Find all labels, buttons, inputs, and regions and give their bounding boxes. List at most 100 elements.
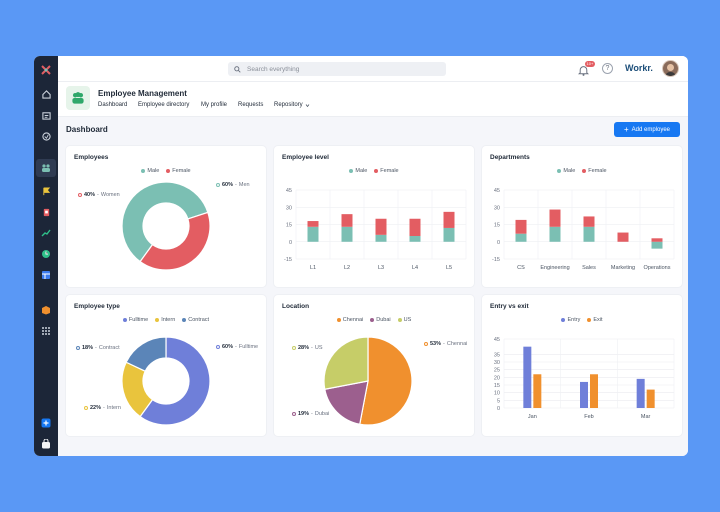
search-input[interactable]: [247, 65, 427, 73]
callout-chennai: 53% - Chennai: [424, 341, 467, 347]
chat-icon[interactable]: [40, 130, 52, 142]
add-icon[interactable]: [40, 417, 52, 429]
bar-exit: [590, 374, 598, 408]
bar-female: [375, 218, 387, 235]
x-tick-label: L5: [446, 265, 452, 271]
add-employee-label: Add employee: [631, 126, 671, 133]
tab-repository[interactable]: Repository: [274, 102, 310, 108]
departments-chart: 45 30 15 0 -15 CS Engineering Sales Marketing Ope…: [492, 188, 675, 271]
x-tick-label: L2: [344, 265, 350, 271]
bar-entry: [580, 381, 588, 408]
legend: Entry Exit: [482, 317, 682, 323]
page-title: Dashboard: [66, 125, 108, 134]
y-tick-label: 15: [494, 383, 500, 389]
legend: Male Female: [66, 168, 266, 174]
legend: Fulltime Intern Contract: [66, 317, 266, 323]
bar-entry: [636, 378, 645, 408]
card-employee-type: Employee type Fulltime Intern Contract 6…: [66, 295, 266, 436]
legend-item: Exit: [587, 317, 603, 323]
callout-intern: 22% - Intern: [84, 405, 121, 411]
x-tick-label: Sales: [582, 265, 596, 271]
callout-men: 60% - Men: [216, 182, 250, 188]
main-area: 10+ ? Workr. Employee Management Dashboa…: [58, 56, 688, 456]
trend-icon[interactable]: [40, 227, 52, 239]
y-tick-label: 0: [497, 406, 500, 412]
pie-slice-us: [323, 336, 369, 390]
pie-slice-chennai: [359, 336, 413, 426]
flag-icon[interactable]: [40, 185, 52, 197]
bar-exit: [646, 389, 655, 408]
employees-donut: [121, 181, 211, 271]
legend-item: Entry: [561, 317, 580, 323]
x-tick-label: L4: [412, 265, 418, 271]
callout-us: 28% - US: [292, 345, 323, 351]
pie-slice-female: [139, 211, 211, 271]
tab-requests[interactable]: Requests: [238, 102, 264, 108]
bar-female: [651, 238, 663, 242]
tab-employee-directory[interactable]: Employee directory: [138, 102, 190, 108]
notification-badge: 10+: [585, 61, 595, 67]
bar-exit: [533, 374, 542, 408]
top-bar: 10+ ? Workr.: [58, 56, 688, 82]
card-employee-level: Employee level Male Female 45 30 15 0 -15 L1 L…: [274, 146, 474, 287]
legend-item: Chennai: [336, 317, 363, 323]
bar-male: [409, 236, 421, 242]
callout-contract: 18% - Contract: [76, 345, 120, 351]
search-icon: [234, 65, 241, 73]
tab-my-profile[interactable]: My profile: [201, 102, 228, 108]
bar-entry: [523, 346, 532, 408]
card-title: Employee level: [282, 154, 329, 161]
bell-icon[interactable]: [577, 63, 590, 81]
people-icon[interactable]: [40, 162, 52, 174]
logo-icon[interactable]: [40, 64, 52, 76]
x-tick-label: L1: [310, 265, 316, 271]
avatar[interactable]: [662, 60, 679, 77]
x-tick-label: Mar: [641, 414, 651, 420]
legend: Male Female: [482, 168, 682, 174]
app-header: Employee Management: [58, 82, 688, 117]
table-icon[interactable]: [40, 269, 52, 281]
card-title: Departments: [490, 154, 530, 161]
y-tick-label: -15: [284, 257, 292, 263]
bar-male: [375, 234, 387, 242]
y-tick-label: 30: [494, 360, 500, 366]
bar-female: [583, 216, 595, 227]
pie-slice-contract: [125, 336, 167, 373]
legend-item: Intern: [155, 317, 175, 323]
x-tick-label: Jan: [528, 414, 537, 420]
x-tick-label: Marketing: [611, 265, 635, 271]
bar-male: [341, 226, 353, 242]
bar-male: [549, 226, 561, 242]
legend-item: Female: [374, 168, 399, 174]
calendar-icon[interactable]: [40, 109, 52, 121]
app-window: 10+ ? Workr. Employee Management Dashboa…: [34, 56, 688, 456]
add-employee-button[interactable]: + Add employee: [614, 122, 680, 137]
badge-icon[interactable]: [40, 206, 52, 218]
clock-icon[interactable]: [40, 248, 52, 260]
x-tick-label: Engineering: [540, 265, 569, 271]
tab-dashboard[interactable]: Dashboard: [98, 102, 128, 108]
pie-slice-male: [121, 181, 209, 263]
box-icon[interactable]: [40, 304, 52, 316]
home-icon[interactable]: [40, 88, 52, 100]
y-tick-label: 0: [497, 240, 500, 246]
brand-name: Workr.: [625, 63, 653, 73]
y-tick-label: 35: [494, 352, 500, 358]
x-tick-label: Feb: [584, 414, 593, 420]
x-tick-label: CS: [517, 265, 525, 271]
bar-female: [443, 211, 455, 228]
y-tick-label: 15: [286, 223, 292, 229]
employee-level-chart: 45 30 15 0 -15 L1 L2 L3 L4 L5: [284, 188, 467, 271]
legend-item: Male: [557, 168, 575, 174]
bar-female: [617, 232, 629, 242]
legend-item: US: [397, 317, 411, 323]
x-tick-label: L3: [378, 265, 384, 271]
apps-grid-icon[interactable]: [40, 325, 52, 337]
search-box[interactable]: [228, 62, 446, 76]
card-title: Employee type: [74, 303, 120, 310]
bag-icon[interactable]: [40, 438, 52, 450]
help-icon[interactable]: ?: [602, 63, 613, 74]
bar-male: [443, 227, 455, 242]
legend: Male Female: [274, 168, 474, 174]
